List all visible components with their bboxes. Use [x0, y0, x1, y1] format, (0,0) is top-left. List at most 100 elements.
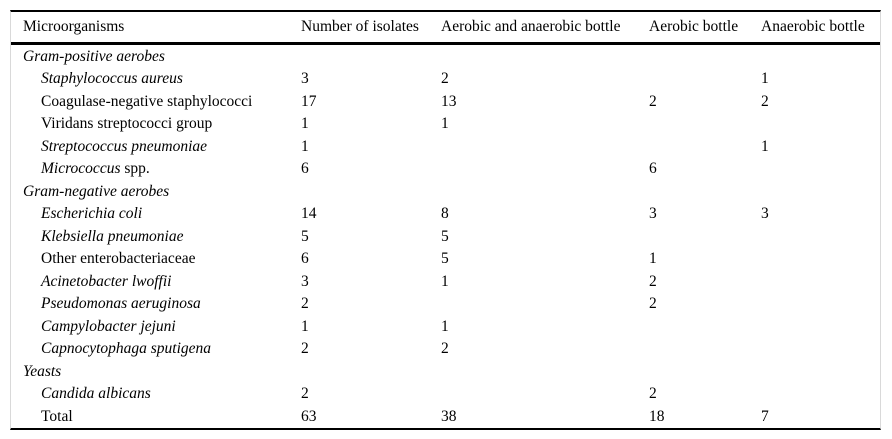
row-label: Viridans streptococci group: [41, 115, 213, 132]
row-value: 1: [649, 250, 657, 267]
row-value: 1: [301, 317, 309, 335]
row-value: 14: [301, 205, 317, 222]
row-value: 6: [301, 250, 309, 267]
column-header-aerobic-and-anaerobic-bottle: Aerobic and anaerobic bottle: [441, 12, 649, 45]
row-value: [649, 113, 761, 136]
row-value: [761, 180, 880, 203]
row-value: 2: [649, 295, 657, 312]
row-value: [649, 135, 761, 158]
table-row: Acinetobacter lwoffii 3 1 2: [11, 270, 880, 293]
row-value: [301, 44, 441, 68]
row-value: [761, 158, 880, 181]
table-body: Gram-positive aerobes Staphylococcus aure…: [11, 44, 880, 428]
row-value: 6: [649, 160, 657, 177]
row-value: 3: [301, 70, 309, 87]
row-label: Pseudomonas aeruginosa: [41, 295, 201, 312]
microorganisms-table-frame: Microorganisms Number of isolates Aerobi…: [10, 10, 881, 430]
table-row: Candida albicans 2 2: [11, 383, 880, 406]
row-value: [441, 293, 649, 316]
row-label: Total: [41, 407, 73, 425]
row-value: 2: [649, 385, 657, 402]
table-row: Yeasts: [11, 360, 880, 383]
table-row: Pseudomonas aeruginosa 2 2: [11, 293, 880, 316]
row-value: [761, 113, 880, 136]
row-label: Staphylococcus aureus: [41, 70, 183, 87]
row-value: 5: [301, 227, 309, 245]
row-label: Gram-positive aerobes: [23, 47, 165, 65]
row-label: Escherichia coli: [41, 205, 143, 222]
row-value: 2: [649, 272, 657, 290]
row-value: 2: [301, 295, 309, 312]
row-value: 6: [301, 160, 309, 177]
row-value: 2: [761, 92, 769, 110]
table-row: Micrococcus spp. 6 6: [11, 158, 880, 181]
row-value: [649, 44, 761, 68]
row-value: [649, 360, 761, 383]
row-value: [761, 338, 880, 361]
row-value: [301, 360, 441, 383]
row-value: 63: [301, 407, 317, 425]
row-value: 13: [441, 92, 457, 110]
microorganisms-table: Microorganisms Number of isolates Aerobi…: [11, 12, 880, 428]
row-value: 18: [649, 407, 665, 425]
row-value: [761, 360, 880, 383]
row-value: 2: [441, 70, 449, 87]
row-value: [649, 315, 761, 338]
row-label: Other enterobacteriaceae: [41, 250, 196, 267]
table-row: Campylobacter jejuni 1 1: [11, 315, 880, 338]
table-row: Total 63 38 18 7: [11, 405, 880, 428]
row-value: 2: [649, 92, 657, 110]
row-value: 2: [441, 340, 449, 357]
row-value: 2: [301, 340, 309, 357]
row-value: 3: [301, 272, 309, 290]
row-value: 1: [301, 115, 309, 132]
row-value: 3: [761, 205, 769, 222]
row-value: 3: [649, 205, 657, 222]
row-value: [441, 135, 649, 158]
row-value: 5: [441, 227, 449, 245]
row-label: Candida albicans: [41, 385, 151, 402]
row-value: [761, 315, 880, 338]
row-value: [441, 360, 649, 383]
row-value: 1: [441, 272, 449, 290]
table-header: Microorganisms Number of isolates Aerobi…: [11, 12, 880, 45]
row-value: [649, 338, 761, 361]
row-value: 2: [301, 385, 309, 402]
row-value: [441, 44, 649, 68]
row-label: Yeasts: [23, 362, 62, 380]
row-label: Gram-negative aerobes: [23, 182, 170, 200]
table-row: Klebsiella pneumoniae 5 5: [11, 225, 880, 248]
row-value: 1: [761, 70, 769, 87]
column-header-microorganisms: Microorganisms: [11, 12, 301, 45]
row-value: [441, 383, 649, 406]
row-value: 17: [301, 92, 317, 110]
row-value: 1: [301, 137, 309, 155]
row-value: 38: [441, 407, 457, 425]
row-value: 7: [761, 407, 769, 425]
row-value: [761, 248, 880, 271]
row-value: [301, 180, 441, 203]
table-row: Staphylococcus aureus 3 2 1: [11, 68, 880, 91]
table-row: Capnocytophaga sputigena 2 2: [11, 338, 880, 361]
row-label: Campylobacter jejuni: [41, 317, 176, 335]
row-value: 1: [441, 115, 449, 132]
table-row: Escherichia coli 14 8 3 3: [11, 203, 880, 226]
header-row: Microorganisms Number of isolates Aerobi…: [11, 12, 880, 45]
row-value: [761, 44, 880, 68]
row-value: 1: [441, 317, 449, 335]
row-value: [761, 225, 880, 248]
row-label: Coagulase-negative staphylococci: [41, 92, 253, 110]
row-value: [761, 270, 880, 293]
row-label: Klebsiella pneumoniae: [41, 227, 184, 245]
row-label: Capnocytophaga sputigena: [41, 340, 212, 357]
table-row: Viridans streptococci group 1 1: [11, 113, 880, 136]
row-value: [649, 180, 761, 203]
table-row: Coagulase-negative staphylococci 17 13 2 2: [11, 90, 880, 113]
table-row: Other enterobacteriaceae 6 5 1: [11, 248, 880, 271]
row-value: 5: [441, 250, 449, 267]
row-value: [649, 68, 761, 91]
row-value: [761, 293, 880, 316]
row-label: Streptococcus pneumoniae: [41, 137, 208, 155]
row-label: Micrococcus spp.: [41, 160, 150, 177]
column-header-anaerobic-bottle: Anaerobic bottle: [761, 12, 880, 45]
